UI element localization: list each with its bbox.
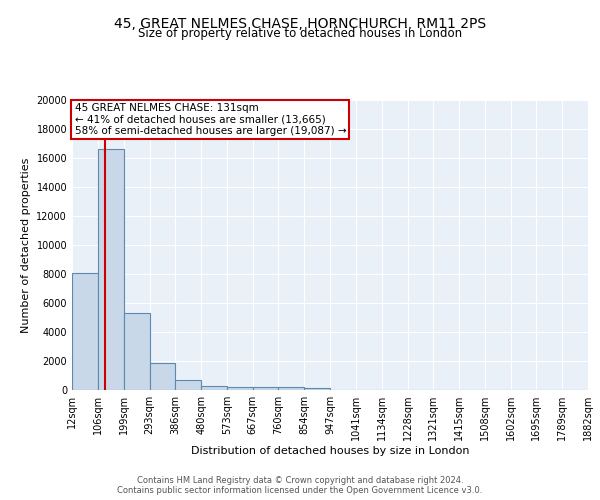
Bar bbox=[175, 380, 201, 390]
Y-axis label: Number of detached properties: Number of detached properties bbox=[21, 158, 31, 332]
Bar bbox=[98, 150, 124, 390]
Bar bbox=[72, 272, 98, 390]
Text: 45, GREAT NELMES CHASE, HORNCHURCH, RM11 2PS: 45, GREAT NELMES CHASE, HORNCHURCH, RM11… bbox=[114, 18, 486, 32]
Text: 45 GREAT NELMES CHASE: 131sqm
← 41% of detached houses are smaller (13,665)
58% : 45 GREAT NELMES CHASE: 131sqm ← 41% of d… bbox=[74, 103, 346, 136]
Text: Size of property relative to detached houses in London: Size of property relative to detached ho… bbox=[138, 28, 462, 40]
X-axis label: Distribution of detached houses by size in London: Distribution of detached houses by size … bbox=[191, 446, 469, 456]
Bar bbox=[149, 363, 175, 390]
Bar bbox=[124, 313, 149, 390]
Text: Contains HM Land Registry data © Crown copyright and database right 2024.
Contai: Contains HM Land Registry data © Crown c… bbox=[118, 476, 482, 495]
Bar bbox=[201, 386, 227, 390]
Bar bbox=[253, 387, 278, 390]
Bar bbox=[278, 388, 304, 390]
Bar bbox=[227, 387, 253, 390]
Bar bbox=[304, 388, 330, 390]
